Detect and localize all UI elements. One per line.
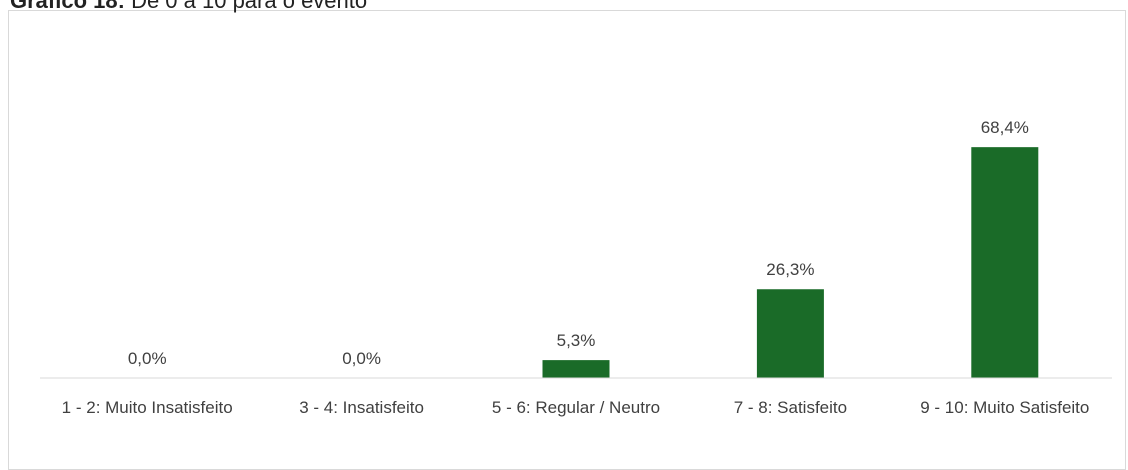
x-tick-label: 3 - 4: Insatisfeito [299,398,424,417]
title-label: Gráfico 18: [10,0,125,13]
x-tick-label: 9 - 10: Muito Satisfeito [920,398,1090,417]
title-text: De 0 a 10 para o evento [131,0,368,13]
value-label: 0,0% [342,349,381,368]
value-label: 0,0% [128,349,167,368]
chart-title: Gráfico 18: De 0 a 10 para o evento [10,0,367,14]
x-tick-label: 1 - 2: Muito Insatisfeito [61,398,233,417]
bar [756,289,824,378]
x-tick-label: 5 - 6: Regular / Neutro [491,398,661,417]
bar [542,360,610,378]
page: Gráfico 18: De 0 a 10 para o evento 0,0%… [8,0,1126,470]
value-label: 5,3% [557,331,596,350]
chart: 0,0% 0,0% 5,3% 26,3% 68,4% [40,118,1112,379]
x-tick-label: 7 - 8: Satisfeito [733,398,848,417]
value-label: 68,4% [981,118,1029,137]
bar [971,147,1039,378]
value-label: 26,3% [766,260,814,279]
